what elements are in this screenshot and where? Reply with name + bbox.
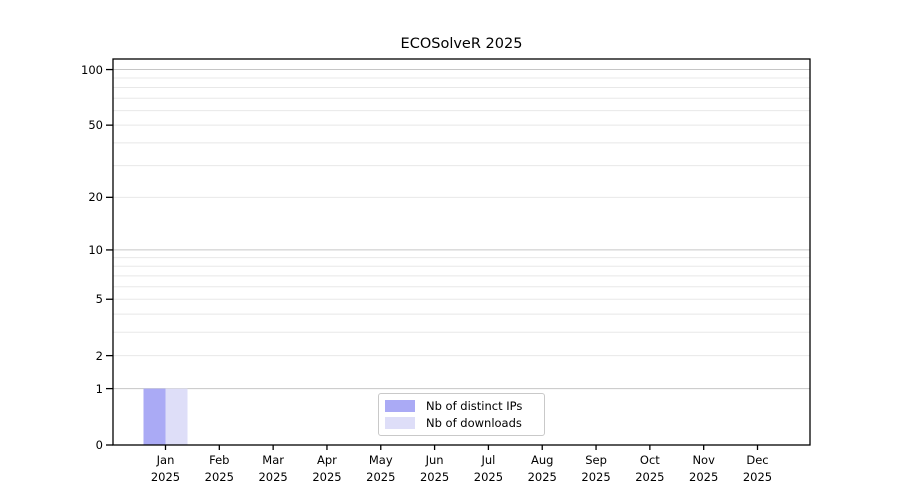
- x-tick-year: 2025: [473, 469, 504, 484]
- x-tick-year: 2025: [581, 469, 611, 484]
- x-tick-year: 2025: [527, 469, 557, 484]
- legend-swatch-icon: [385, 417, 415, 429]
- legend-swatch-icon: [385, 400, 415, 412]
- y-axis-tick-label: 50: [88, 118, 103, 133]
- x-axis-tick-label: Jan 2025: [126, 452, 206, 485]
- bar-nb-of-distinct-ips: [143, 388, 166, 445]
- legend: Nb of distinct IPs Nb of downloads: [378, 393, 545, 436]
- x-axis-tick-label: Oct 2025: [610, 452, 690, 485]
- legend-entry: Nb of distinct IPs: [385, 398, 538, 413]
- x-tick-month: Jan: [156, 453, 175, 467]
- y-axis-tick-label: 1: [95, 381, 103, 396]
- x-axis-tick-label: Nov 2025: [664, 452, 744, 485]
- legend-entry: Nb of downloads: [385, 415, 538, 430]
- chart-title: ECOSolveR 2025: [400, 36, 523, 52]
- x-tick-year: 2025: [689, 469, 719, 484]
- x-axis-tick-label: Mar 2025: [233, 452, 313, 485]
- y-axis-tick-label: 2: [95, 348, 103, 363]
- x-tick-month: May: [368, 453, 393, 467]
- x-axis-tick-label: Jun 2025: [395, 452, 475, 485]
- x-tick-year: 2025: [742, 469, 773, 484]
- x-tick-year: 2025: [204, 469, 234, 484]
- y-axis-tick-label: 100: [81, 62, 103, 77]
- x-axis-tick-label: May 2025: [341, 452, 421, 485]
- x-tick-month: Nov: [692, 453, 715, 467]
- x-tick-month: Mar: [262, 453, 284, 467]
- y-axis-tick-label: 5: [95, 292, 103, 307]
- x-tick-month: Dec: [746, 453, 769, 467]
- x-axis-tick-label: Jul 2025: [448, 452, 528, 485]
- y-axis-tick-label: 20: [88, 190, 103, 205]
- legend-label: Nb of distinct IPs: [426, 398, 523, 413]
- x-tick-month: Aug: [530, 453, 554, 467]
- x-tick-month: Apr: [317, 453, 337, 467]
- y-axis-tick-label: 10: [88, 242, 103, 257]
- bar-nb-of-downloads: [165, 388, 188, 445]
- x-axis-tick-label: Aug 2025: [502, 452, 582, 485]
- x-tick-month: Jul: [481, 453, 496, 467]
- x-axis-tick-label: Apr 2025: [287, 452, 367, 485]
- x-tick-month: Sep: [585, 453, 607, 467]
- x-tick-year: 2025: [258, 469, 288, 484]
- x-tick-year: 2025: [366, 469, 396, 484]
- x-axis-tick-label: Sep 2025: [556, 452, 636, 485]
- x-tick-year: 2025: [312, 469, 342, 484]
- x-axis-tick-label: Dec 2025: [718, 452, 798, 485]
- x-tick-month: Feb: [209, 453, 230, 467]
- x-tick-year: 2025: [419, 469, 450, 484]
- x-tick-year: 2025: [150, 469, 181, 484]
- y-axis-tick-label: 0: [95, 438, 103, 452]
- x-tick-month: Jun: [425, 453, 444, 467]
- x-axis-tick-label: Feb 2025: [179, 452, 259, 485]
- x-tick-month: Oct: [639, 453, 660, 467]
- x-tick-year: 2025: [635, 469, 665, 484]
- legend-label: Nb of downloads: [426, 415, 522, 430]
- plot-border: [112, 58, 811, 446]
